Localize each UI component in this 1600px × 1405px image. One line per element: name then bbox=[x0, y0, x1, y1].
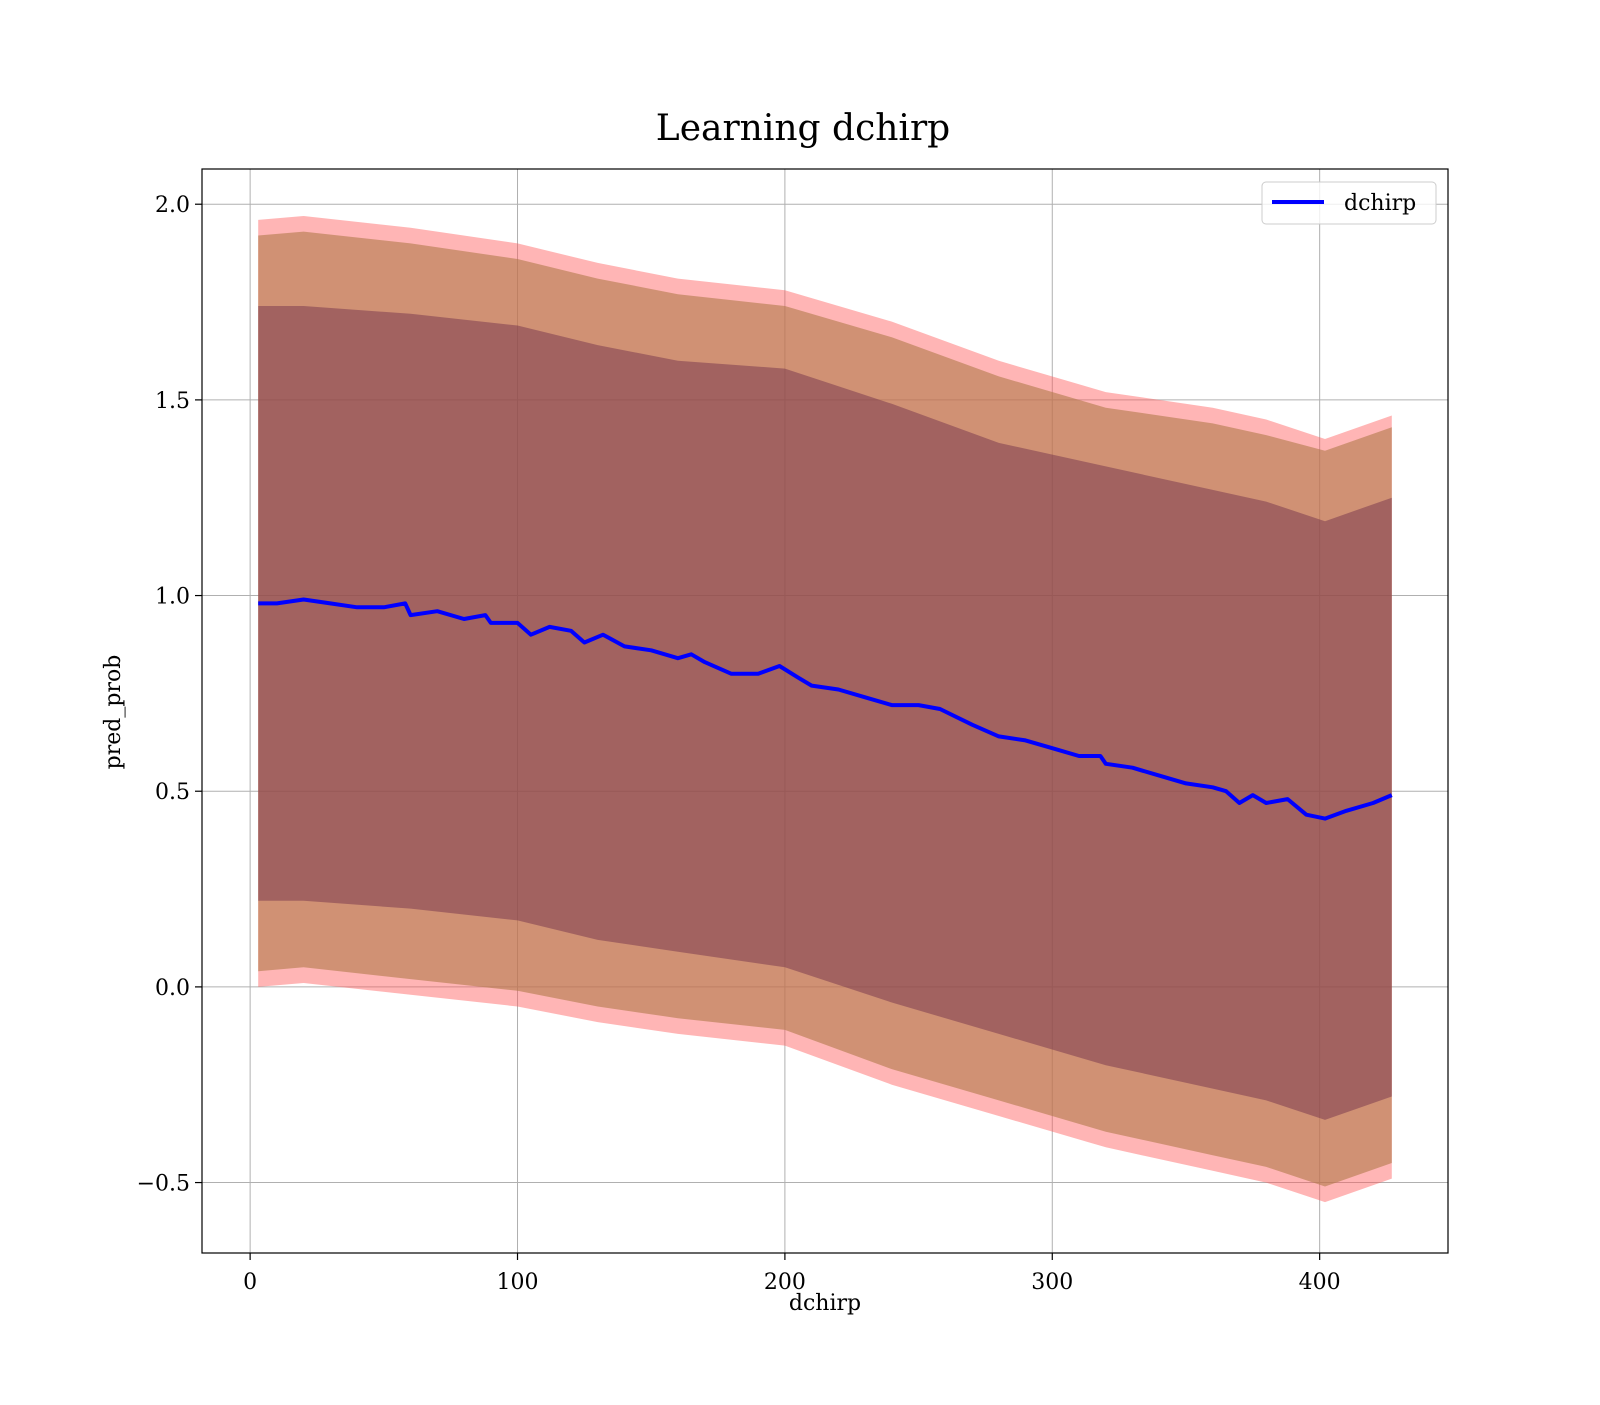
y-tick-label-2: 0.5 bbox=[155, 780, 190, 805]
y-tick-label-0: −0.5 bbox=[137, 1172, 190, 1197]
chart-title: Learning dchirp bbox=[656, 108, 950, 149]
x-tick-label-0: 0 bbox=[243, 1270, 257, 1295]
x-tick-label-4: 400 bbox=[1299, 1270, 1341, 1295]
y-tick-label-1: 0.0 bbox=[155, 976, 190, 1001]
y-axis-title: pred_prob bbox=[101, 655, 126, 770]
y-axis-ticks: −0.5 0.0 0.5 1.0 1.5 2.0 bbox=[137, 193, 202, 1197]
y-tick-label-3: 1.0 bbox=[155, 585, 190, 610]
plot-frame bbox=[201, 168, 1449, 1254]
x-tick-label-2: 200 bbox=[764, 1270, 806, 1295]
y-tick-label-4: 1.5 bbox=[155, 389, 190, 414]
band-inner bbox=[258, 306, 1392, 1120]
series-lines bbox=[258, 597, 1393, 821]
x-tick-label-3: 300 bbox=[1031, 1270, 1073, 1295]
x-axis-ticks: 0 100 200 300 400 bbox=[243, 1253, 1341, 1295]
legend-box bbox=[1261, 181, 1437, 225]
confidence-bands bbox=[258, 216, 1392, 1203]
legend-label-dchirp: dchirp bbox=[1344, 191, 1416, 216]
series-line-dchirp bbox=[258, 597, 1393, 821]
band-middle bbox=[258, 231, 1392, 1187]
x-tick-label-1: 100 bbox=[497, 1270, 539, 1295]
legend: dchirp bbox=[1261, 181, 1437, 225]
y-tick-label-5: 2.0 bbox=[155, 193, 190, 218]
x-axis-title: dchirp bbox=[789, 1291, 861, 1316]
